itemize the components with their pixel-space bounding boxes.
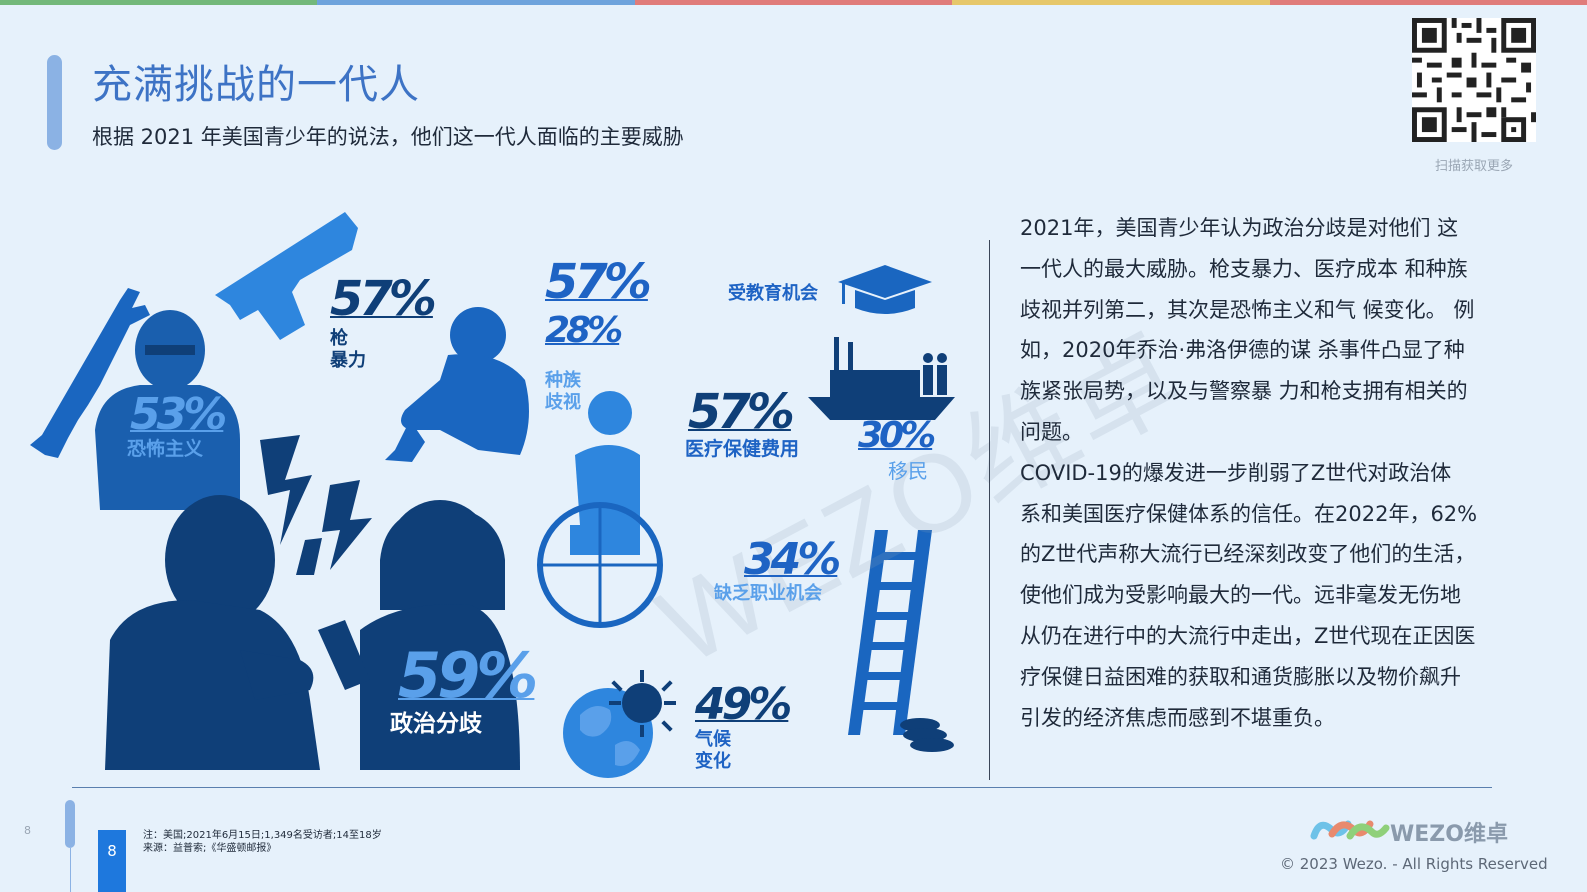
top-color-bar bbox=[0, 0, 1587, 5]
wezo-logo-icon bbox=[1310, 820, 1390, 840]
stat-jobs-label: 缺乏职业机会 bbox=[714, 583, 822, 604]
body-text: 2021年，美国青少年认为政治分歧是对他们 这一代人的最大威胁。枪支暴力、医疗成… bbox=[1020, 208, 1478, 738]
stat-gun-value: 57% bbox=[330, 271, 437, 327]
stat-immigration-value: 30% bbox=[858, 415, 936, 456]
stat-health-value: 57% bbox=[688, 384, 795, 440]
stat-gun-label: 枪暴力 bbox=[330, 328, 366, 371]
stat-race-value-a: 57% bbox=[545, 254, 652, 310]
masked-figure-icon bbox=[95, 310, 240, 510]
ladder-icon bbox=[848, 530, 932, 735]
graduation-cap-icon bbox=[838, 265, 932, 314]
footer-line bbox=[70, 848, 71, 892]
sun-icon bbox=[609, 670, 676, 737]
footer-divider bbox=[72, 787, 1492, 788]
page-number-small: 8 bbox=[24, 824, 31, 837]
stat-politics-label: 政治分歧 bbox=[390, 711, 482, 737]
stat-terror-label: 恐怖主义 bbox=[127, 438, 204, 460]
stat-health-label: 医疗保健费用 bbox=[685, 438, 800, 460]
sitting-person-icon bbox=[385, 307, 529, 462]
qr-caption: 扫描获取更多 bbox=[1434, 159, 1513, 174]
footer-accent-bar bbox=[65, 800, 75, 848]
stat-jobs-value: 34% bbox=[744, 534, 841, 585]
man-silhouette-icon bbox=[105, 495, 320, 770]
title-accent-bar bbox=[47, 55, 62, 150]
wezo-logo: WEZO维卓 bbox=[1310, 812, 1520, 848]
stat-immigration-label: 移民 bbox=[888, 459, 928, 483]
education-label: 受教育机会 bbox=[728, 283, 818, 304]
page-subtitle: 根据 2021 年美国青少年的说法，他们这一代人面临的主要威胁 bbox=[92, 125, 684, 149]
rifle-icon bbox=[30, 288, 150, 458]
illustration-canvas bbox=[30, 212, 955, 778]
wheelchair-person-icon bbox=[537, 391, 663, 628]
coins-icon bbox=[900, 718, 954, 752]
stat-terror-value: 53% bbox=[130, 389, 227, 440]
column-divider bbox=[989, 240, 990, 780]
page-title: 充满挑战的一代人 bbox=[92, 62, 420, 108]
lightning-icon bbox=[260, 435, 372, 575]
body-paragraph: COVID-19的爆发进一步削弱了Z世代对政治体 系和美国医疗保健体系的信任。在… bbox=[1020, 460, 1478, 730]
body-paragraph: 2021年，美国青少年认为政治分歧是对他们 这一代人的最大威胁。枪支暴力、医疗成… bbox=[1020, 216, 1475, 444]
stat-climate-label: 气候 变化 bbox=[695, 729, 731, 772]
pistol-icon bbox=[215, 212, 358, 340]
source-note: 注：美国;2021年6月15日;1,349名受访者;14至18岁 来源：益普索;… bbox=[143, 830, 382, 854]
stat-race-value-b: 28% bbox=[545, 310, 623, 351]
copyright: © 2023 Wezo. - All Rights Reserved bbox=[1280, 855, 1548, 873]
qr-code-icon[interactable] bbox=[1412, 18, 1536, 142]
page-number: 8 bbox=[98, 830, 126, 892]
stat-climate-value: 49% bbox=[695, 679, 792, 730]
stat-politics-value: 59% bbox=[398, 639, 538, 712]
woman-silhouette-icon bbox=[318, 500, 520, 770]
logo-text: WEZO维卓 bbox=[1390, 822, 1508, 847]
stat-race-label: 种族 歧视 bbox=[545, 370, 581, 413]
boat-icon bbox=[808, 337, 955, 420]
